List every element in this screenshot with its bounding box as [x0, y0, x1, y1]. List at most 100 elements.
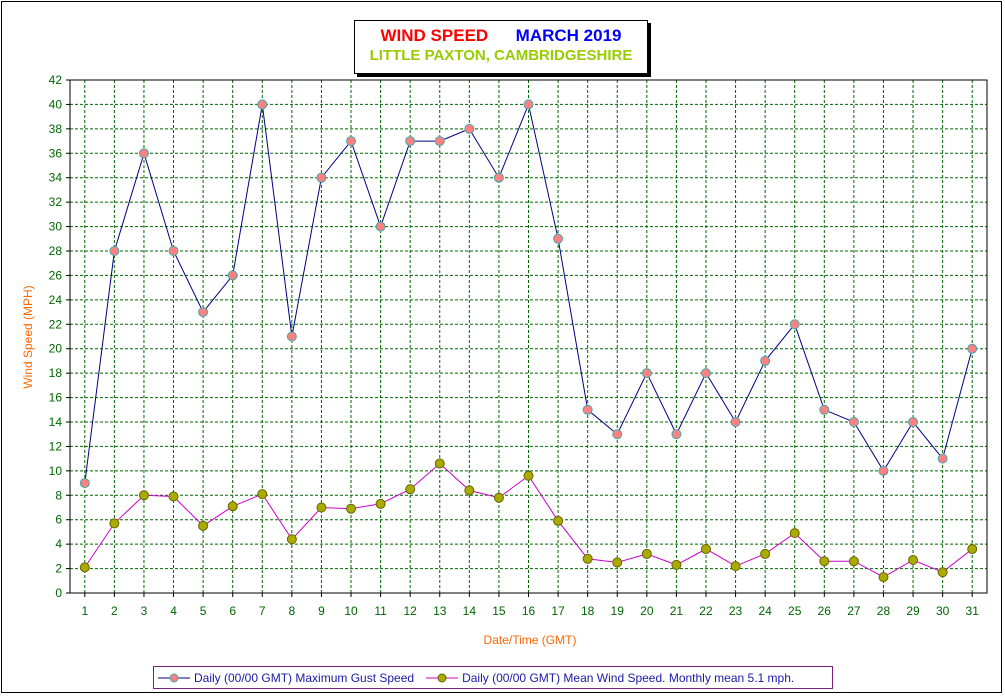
data-point-gust [819, 404, 830, 415]
y-tick-label: 14 [49, 415, 63, 429]
legend-mean-label: Daily (00/00 GMT) Mean Wind Speed. Month… [462, 670, 795, 685]
data-point-mean [168, 491, 179, 502]
y-tick-label: 6 [55, 513, 62, 527]
data-point-gust [257, 99, 268, 110]
x-tick-label: 1 [81, 604, 88, 618]
y-tick-label: 34 [49, 171, 63, 185]
x-tick-label: 25 [788, 604, 802, 618]
legend-gust-label: Daily (00/00 GMT) Maximum Gust Speed [194, 670, 415, 685]
data-point-gust [612, 429, 623, 440]
y-tick-label: 8 [55, 488, 62, 502]
data-point-mean [257, 489, 268, 500]
y-tick-label: 12 [49, 439, 63, 453]
x-tick-label: 31 [966, 604, 980, 618]
chart-title-wind-speed: WIND SPEED [380, 26, 489, 45]
y-tick-label: 10 [49, 464, 63, 478]
y-tick-label: 36 [49, 146, 63, 160]
y-tick-label: 24 [49, 293, 63, 307]
data-point-mean [819, 556, 830, 567]
y-tick-label: 26 [49, 268, 63, 282]
data-point-mean [730, 561, 741, 572]
data-point-mean [848, 556, 859, 567]
x-tick-label: 9 [318, 604, 325, 618]
data-point-gust [700, 368, 711, 379]
x-tick-label: 8 [289, 604, 296, 618]
data-point-mean [789, 528, 800, 539]
data-point-mean [937, 567, 948, 578]
x-tick-label: 14 [463, 604, 477, 618]
data-point-gust [582, 404, 593, 415]
data-point-mean [493, 492, 504, 503]
x-tick-label: 4 [170, 604, 177, 618]
x-axis-label: Date/Time (GMT) [484, 633, 577, 647]
legend-gust-marker-icon [158, 673, 190, 682]
data-point-mean [405, 484, 416, 495]
data-point-gust [109, 246, 120, 256]
y-tick-label: 0 [55, 586, 62, 600]
chart-subtitle: LITTLE PAXTON, CAMBRIDGESHIRE [369, 47, 633, 64]
data-point-gust [434, 136, 445, 147]
data-point-gust [493, 172, 504, 183]
data-point-mean [908, 555, 919, 566]
y-tick-label: 32 [49, 195, 63, 209]
legend-item-mean: Daily (00/00 GMT) Mean Wind Speed. Month… [422, 671, 794, 685]
data-point-gust [168, 246, 179, 256]
chart-title-month: MARCH 2019 [515, 26, 622, 45]
chart-title-box: WIND SPEED MARCH 2019 LITTLE PAXTON, CAM… [354, 20, 648, 74]
data-point-mean [612, 557, 623, 568]
data-point-gust [553, 233, 564, 244]
x-tick-label: 22 [699, 604, 713, 618]
data-point-gust [908, 417, 919, 427]
data-point-gust [316, 172, 327, 183]
data-point-gust [760, 355, 771, 366]
data-point-mean [878, 572, 889, 583]
data-point-mean [523, 470, 534, 481]
y-tick-label: 30 [49, 220, 63, 234]
x-tick-label: 5 [200, 604, 207, 618]
data-point-gust [878, 465, 889, 476]
data-point-mean [434, 458, 445, 469]
x-tick-label: 11 [374, 604, 387, 618]
x-tick-label: 3 [141, 604, 148, 618]
x-tick-label: 29 [906, 604, 920, 618]
x-tick-label: 23 [729, 604, 743, 618]
x-tick-label: 12 [403, 604, 417, 618]
data-point-mean [700, 544, 711, 555]
y-tick-label: 16 [49, 391, 63, 405]
x-tick-label: 17 [551, 604, 565, 618]
data-point-mean [582, 553, 593, 564]
data-point-gust [464, 123, 475, 134]
legend-item-gust: Daily (00/00 GMT) Maximum Gust Speed [154, 671, 414, 685]
x-tick-label: 20 [640, 604, 654, 618]
x-tick-label: 6 [229, 604, 236, 618]
data-point-mean [286, 534, 297, 545]
plot-area-border [69, 79, 988, 594]
x-tick-label: 19 [611, 604, 625, 618]
x-tick-label: 2 [111, 604, 118, 618]
data-point-mean [641, 548, 652, 559]
y-axis-label: Wind Speed (MPH) [21, 285, 35, 388]
x-tick-label: 30 [936, 604, 950, 618]
data-point-mean [464, 485, 475, 496]
data-point-gust [967, 343, 978, 354]
data-point-gust [937, 453, 948, 464]
legend-mean-marker-icon [426, 673, 459, 682]
y-tick-label: 4 [55, 537, 62, 551]
y-tick-label: 40 [49, 97, 63, 111]
x-tick-label: 10 [344, 604, 358, 618]
data-point-gust [138, 148, 149, 159]
x-tick-label: 7 [259, 604, 266, 618]
y-tick-label: 38 [49, 122, 63, 136]
x-tick-label: 13 [433, 604, 447, 618]
y-tick-label: 42 [49, 73, 63, 87]
data-point-gust [79, 478, 90, 489]
y-tick-label: 22 [49, 317, 63, 331]
data-point-gust [198, 307, 209, 318]
x-tick-label: 18 [581, 604, 595, 618]
data-point-gust [730, 417, 741, 427]
data-point-gust [286, 331, 297, 342]
data-point-gust [641, 368, 652, 379]
data-point-mean [138, 490, 149, 501]
